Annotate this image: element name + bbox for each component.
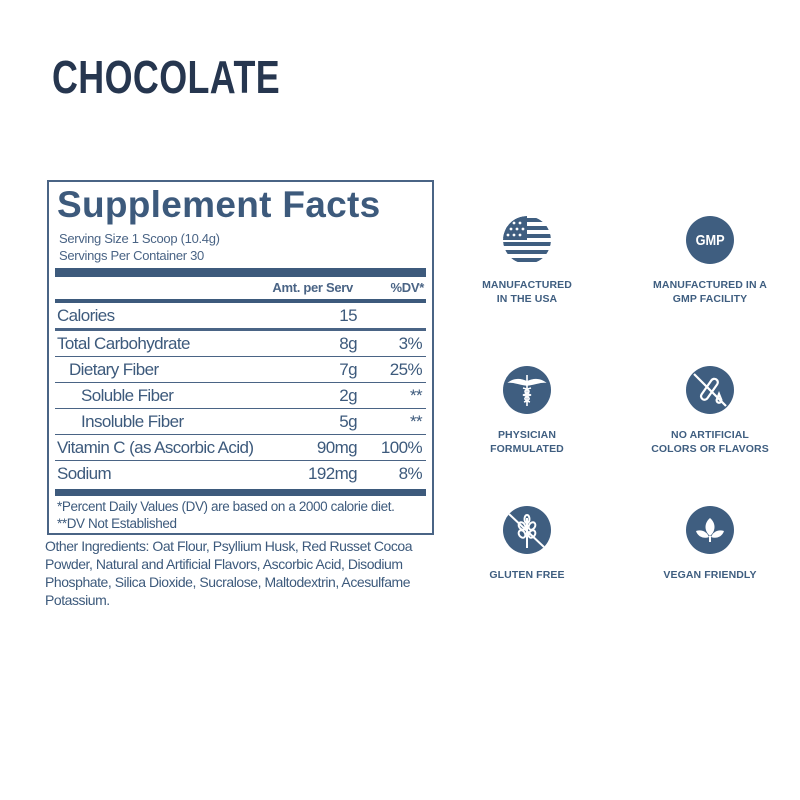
caduceus-icon — [503, 366, 551, 414]
leaf-icon — [686, 506, 734, 554]
nutrient-dv: 100% — [380, 438, 423, 457]
serving-size: Serving Size 1 Scoop (10.4g) — [59, 231, 220, 246]
nutrient-row: Vitamin C (as Ascorbic Acid) 90mg 100% — [55, 435, 426, 461]
nutrient-row: Sodium 192mg 8% — [55, 461, 426, 486]
nutrient-name: Vitamin C (as Ascorbic Acid) — [57, 438, 254, 457]
flavor-title: CHOCOLATE — [52, 51, 281, 103]
no-wheat-icon — [503, 506, 551, 554]
amount-column-header: Amt. per Serv — [272, 280, 353, 295]
badge-label: NO ARTIFICIAL COLORS OR FLAVORS — [651, 429, 769, 455]
badge-label: MANUFACTURED IN THE USA — [482, 279, 572, 305]
nutrient-dv: 3% — [398, 334, 423, 353]
nutrient-dv: ** — [409, 412, 423, 431]
badge-made-in-usa: MANUFACTURED IN THE USA — [437, 216, 617, 306]
badge-label: MANUFACTURED IN A GMP FACILITY — [653, 279, 767, 305]
other-ingredients: Other Ingredients: Oat Flour, Psyllium H… — [45, 538, 413, 608]
badge-vegan: VEGAN FRIENDLY — [620, 506, 800, 582]
no-test-tube-icon — [686, 366, 734, 414]
nutrient-amount: 90mg — [316, 438, 358, 457]
nutrient-row: Soluble Fiber 2g ** — [55, 383, 426, 409]
servings-per-container: Servings Per Container 30 — [59, 248, 204, 263]
supplement-facts-panel: Supplement Facts Serving Size 1 Scoop (1… — [47, 180, 434, 535]
nutrient-amount: 5g — [339, 412, 357, 431]
facts-heading: Supplement Facts — [57, 184, 381, 225]
nutrient-dv: ** — [409, 386, 423, 405]
nutrient-row: Total Carbohydrate 8g 3% — [55, 331, 426, 357]
nutrient-amount: 15 — [339, 306, 357, 325]
nutrient-name: Insoluble Fiber — [81, 412, 184, 431]
dv-column-header: %DV* — [390, 280, 425, 295]
usa-flag-icon — [503, 216, 551, 264]
badge-no-artificial: NO ARTIFICIAL COLORS OR FLAVORS — [620, 366, 800, 456]
nutrient-name: Total Carbohydrate — [57, 334, 190, 353]
badge-gluten-free: GLUTEN FREE — [437, 506, 617, 582]
thick-divider — [55, 489, 426, 496]
nutrient-amount: 7g — [339, 360, 357, 379]
badge-physician: PHYSICIAN FORMULATED — [437, 366, 617, 456]
badge-label: VEGAN FRIENDLY — [663, 569, 757, 581]
nutrient-name: Calories — [57, 306, 115, 325]
gmp-icon: GMP — [686, 216, 734, 264]
medium-divider — [55, 299, 426, 303]
footnote-not-established: **DV Not Established — [57, 516, 177, 531]
nutrient-row: Calories 15 — [55, 303, 426, 331]
nutrient-dv: 8% — [398, 464, 423, 483]
nutrient-name: Soluble Fiber — [81, 386, 174, 405]
nutrient-amount: 192mg — [308, 464, 358, 483]
badge-label: GLUTEN FREE — [489, 569, 565, 581]
nutrient-amount: 8g — [339, 334, 357, 353]
nutrient-row: Dietary Fiber 7g 25% — [55, 357, 426, 383]
badge-gmp: GMP MANUFACTURED IN A GMP FACILITY — [620, 216, 800, 306]
nutrient-row: Insoluble Fiber 5g ** — [55, 409, 426, 435]
footnote-dv: *Percent Daily Values (DV) are based on … — [57, 499, 395, 514]
nutrient-amount: 2g — [339, 386, 357, 405]
nutrient-dv: 25% — [389, 360, 423, 379]
nutrient-rows: Calories 15 Total Carbohydrate 8g 3% Die… — [55, 303, 426, 486]
thick-divider — [55, 268, 426, 277]
nutrient-name: Sodium — [57, 464, 112, 483]
nutrient-name: Dietary Fiber — [69, 360, 159, 379]
badge-label: PHYSICIAN FORMULATED — [490, 429, 564, 455]
